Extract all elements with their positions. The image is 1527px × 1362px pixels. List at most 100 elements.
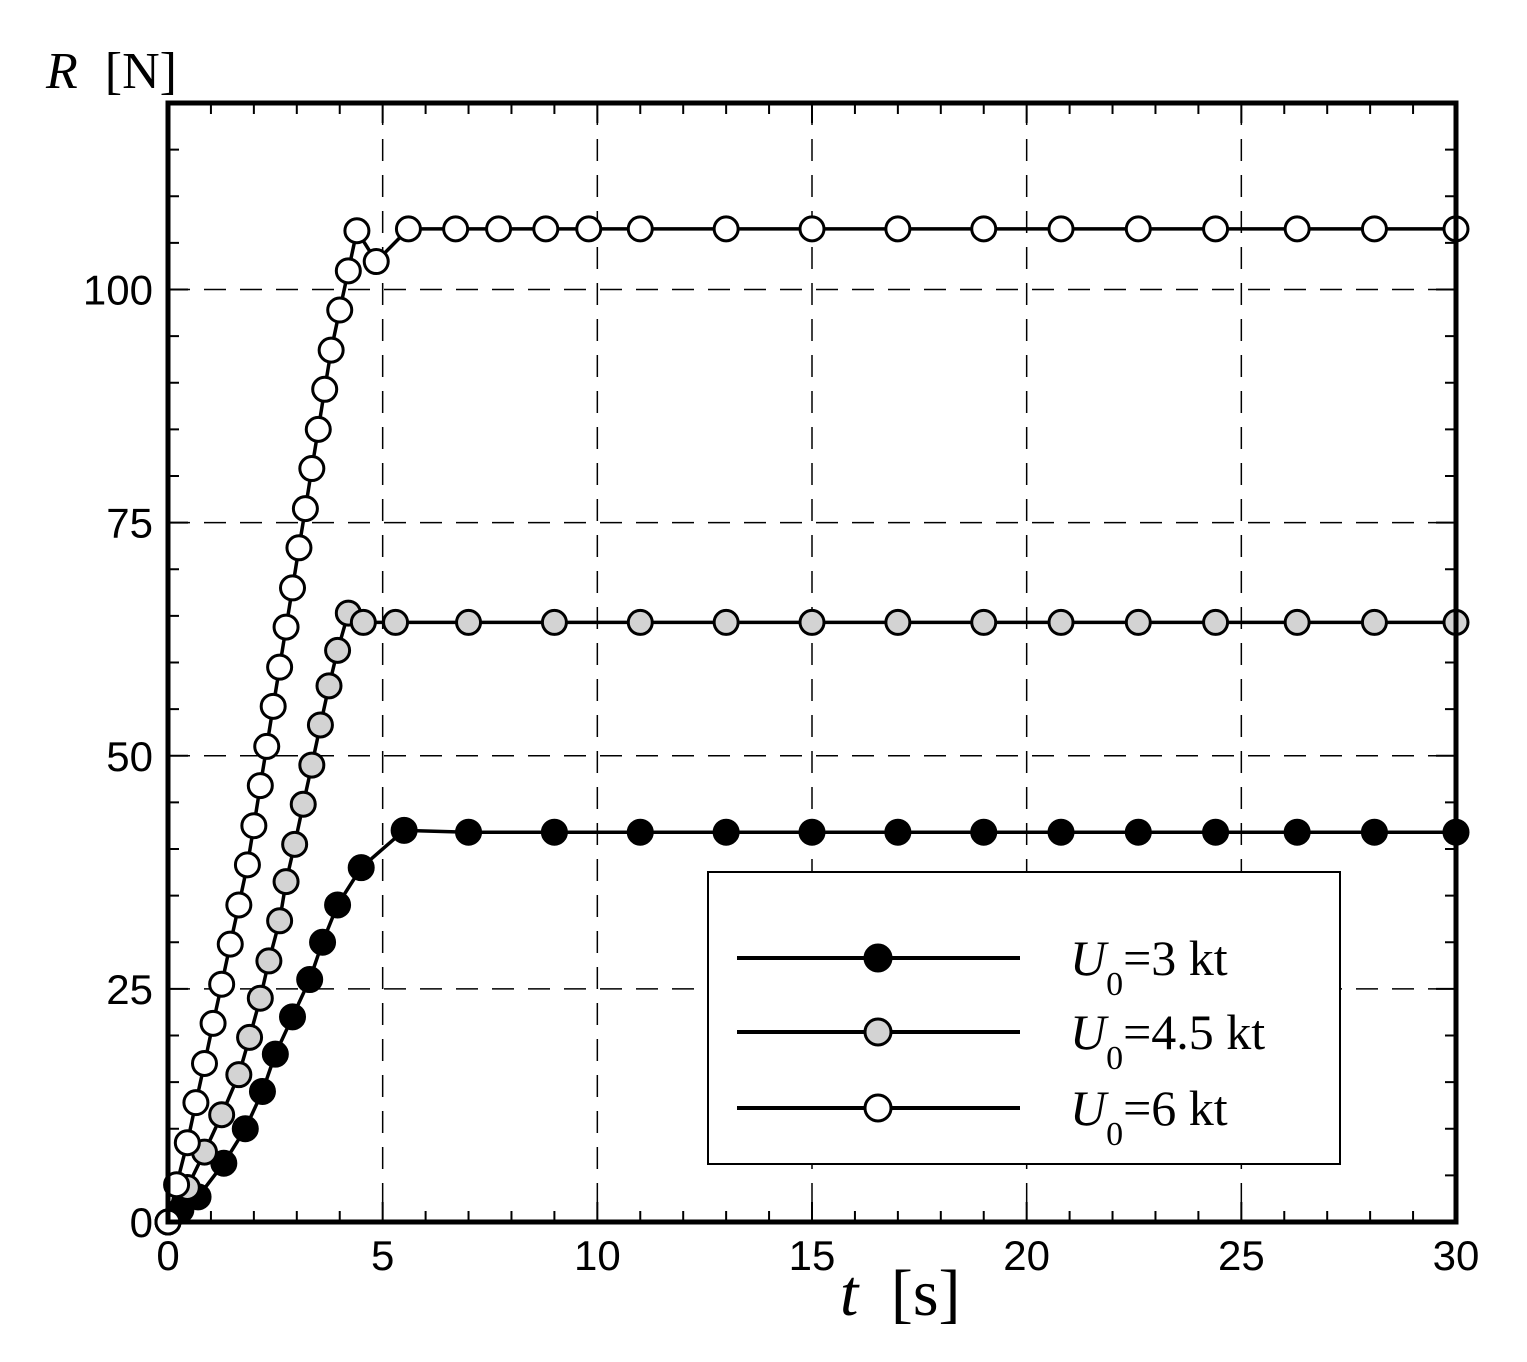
- data-point: [272, 613, 300, 641]
- data-point: [884, 608, 912, 636]
- legend-var: U: [1070, 1080, 1109, 1136]
- y-tick-label: 75: [106, 500, 153, 547]
- data-point: [532, 215, 560, 243]
- data-point: [455, 818, 483, 846]
- data-point: [236, 1023, 264, 1051]
- data-point: [317, 336, 345, 364]
- data-point: [712, 608, 740, 636]
- data-point: [712, 215, 740, 243]
- data-point: [272, 868, 300, 896]
- plot-frame: [165, 100, 1459, 1225]
- data-point: [173, 1129, 201, 1157]
- data-point: [884, 818, 912, 846]
- data-point: [246, 984, 274, 1012]
- data-point: [279, 1003, 307, 1031]
- x-tick-label: 25: [1218, 1232, 1265, 1279]
- legend-sub: 0: [1106, 1116, 1123, 1153]
- x-tick-label: 20: [1003, 1232, 1050, 1279]
- data-point: [349, 608, 377, 636]
- data-point: [248, 1077, 276, 1105]
- data-point: [311, 375, 339, 403]
- data-point: [324, 636, 352, 664]
- data-point: [255, 947, 283, 975]
- x-tick-label: 30: [1433, 1232, 1480, 1279]
- data-point: [208, 1101, 236, 1129]
- data-point: [798, 608, 826, 636]
- data-point: [324, 891, 352, 919]
- legend-item-2: U0=4.5 kt: [737, 1004, 1265, 1077]
- data-point: [485, 215, 513, 243]
- data-point: [1283, 215, 1311, 243]
- data-point: [455, 608, 483, 636]
- legend-marker: [863, 943, 893, 973]
- legend-item-3: U0=6 kt: [737, 1080, 1228, 1153]
- data-point: [1360, 818, 1388, 846]
- data-point: [182, 1089, 210, 1117]
- x-axis-variable: t: [840, 1257, 860, 1330]
- data-point: [382, 608, 410, 636]
- x-axis-unit: [s]: [891, 1257, 961, 1330]
- data-point: [190, 1049, 218, 1077]
- data-point: [1124, 818, 1152, 846]
- legend-marker: [863, 1017, 893, 1047]
- data-point: [199, 1009, 227, 1037]
- y-tick-label: 25: [106, 966, 153, 1013]
- data-point: [304, 415, 332, 443]
- data-point: [261, 1040, 289, 1068]
- data-point: [225, 891, 253, 919]
- data-point: [208, 970, 236, 998]
- data-point: [281, 830, 309, 858]
- legend-label: U0=3 kt: [1070, 930, 1228, 1003]
- legend-label: U0=4.5 kt: [1070, 1004, 1265, 1077]
- data-point: [306, 711, 334, 739]
- data-point: [798, 215, 826, 243]
- legend-label: U0=6 kt: [1070, 1080, 1228, 1153]
- data-point: [884, 215, 912, 243]
- data-point: [626, 215, 654, 243]
- data-point: [575, 215, 603, 243]
- tick-labels: 0 5 10 15 20 25 30 0 25 50 75 100: [83, 267, 1479, 1280]
- data-point: [1360, 608, 1388, 636]
- data-point: [540, 608, 568, 636]
- data-point: [798, 818, 826, 846]
- data-point: [266, 653, 294, 681]
- data-point: [970, 608, 998, 636]
- data-point: [362, 248, 390, 276]
- legend-rest: =3 kt: [1123, 930, 1228, 986]
- y-axis-unit: [N]: [105, 43, 177, 100]
- x-tick-label: 10: [574, 1232, 621, 1279]
- legend-box: [707, 871, 1341, 1165]
- x-tick-label: 0: [156, 1232, 179, 1279]
- data-point: [394, 215, 422, 243]
- data-point: [1283, 818, 1311, 846]
- y-axis-title: R [N]: [45, 43, 177, 100]
- data-point: [296, 966, 324, 994]
- series-layer: [154, 215, 1470, 1236]
- y-tick-label: 0: [130, 1199, 153, 1246]
- data-point: [246, 772, 274, 800]
- data-point: [298, 455, 326, 483]
- legend-rest: =6 kt: [1123, 1080, 1228, 1136]
- data-point: [334, 257, 362, 285]
- y-tick-label: 100: [83, 267, 153, 314]
- data-point: [279, 574, 307, 602]
- data-point: [1202, 818, 1230, 846]
- data-point: [1047, 215, 1075, 243]
- data-point: [231, 1115, 259, 1143]
- data-point: [285, 534, 313, 562]
- data-point: [390, 816, 418, 844]
- data-point: [163, 1171, 191, 1199]
- data-point: [289, 790, 317, 818]
- data-point: [970, 215, 998, 243]
- data-point: [626, 608, 654, 636]
- legend-rest: =4.5 kt: [1123, 1004, 1265, 1060]
- data-point: [1202, 215, 1230, 243]
- data-point: [240, 812, 268, 840]
- data-point: [540, 818, 568, 846]
- data-point: [1124, 215, 1152, 243]
- legend-var: U: [1070, 930, 1109, 986]
- data-point: [233, 851, 261, 879]
- x-tick-label: 5: [371, 1232, 394, 1279]
- x-axis-title: t [s]: [840, 1257, 961, 1330]
